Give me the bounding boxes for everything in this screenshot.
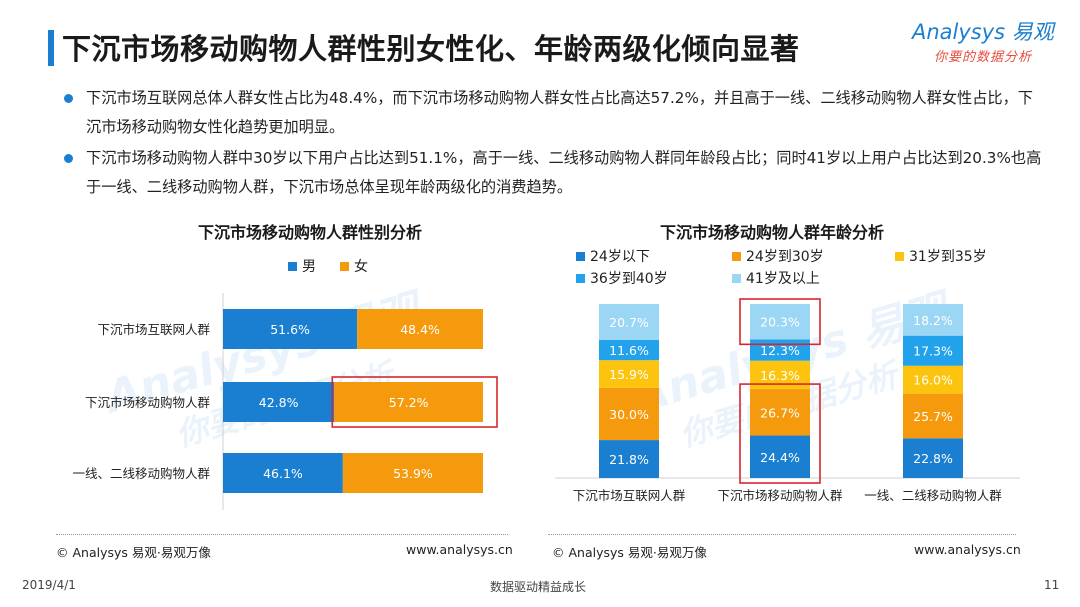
- legend-label: 男: [302, 259, 316, 275]
- highlight-box: [739, 383, 821, 484]
- analysys-logo: Analysys 易观 你要的数据分析: [912, 16, 1062, 72]
- legend-swatch: [340, 262, 349, 271]
- bar-segment: [334, 382, 483, 422]
- highlight-box: [331, 376, 498, 428]
- data-label: 22.8%: [913, 451, 953, 466]
- source-label-right: © Analysys 易观·易观万像: [552, 545, 707, 560]
- source-url-left: www.analysys.cn: [406, 542, 513, 557]
- data-label: 57.2%: [389, 395, 429, 410]
- bar-segment: [357, 309, 483, 349]
- bullet-dot-icon: [64, 154, 73, 163]
- legend-swatch: [732, 274, 741, 283]
- data-label: 42.8%: [259, 395, 299, 410]
- legend-label: 24岁以下: [590, 249, 650, 265]
- gender-chart-title: 下沉市场移动购物人群性别分析: [198, 223, 423, 242]
- data-label: 25.7%: [913, 409, 953, 424]
- bullet-item: 下沉市场移动购物人群中30岁以下用户占比达到51.1%，高于一线、二线移动购物人…: [64, 144, 1044, 202]
- data-label: 53.9%: [393, 466, 433, 481]
- bar-segment: [342, 453, 483, 493]
- logo-brand: Analysys 易观: [912, 20, 1054, 44]
- bar-segment: [903, 365, 963, 394]
- legend-swatch: [576, 274, 585, 283]
- bar-segment: [903, 335, 963, 366]
- data-label: 20.7%: [609, 315, 649, 330]
- data-label: 15.9%: [609, 367, 649, 382]
- bar-segment: [599, 340, 659, 361]
- data-label: 16.3%: [760, 368, 800, 383]
- category-label: 下沉市场互联网人群: [573, 488, 686, 503]
- title-accent-bar: [48, 30, 54, 66]
- data-label: 16.0%: [913, 373, 953, 388]
- data-label: 51.6%: [270, 322, 310, 337]
- data-label: 48.4%: [400, 322, 440, 337]
- report-date: 2019/4/1: [22, 578, 76, 592]
- highlight-box: [739, 298, 821, 346]
- bullet-item: 下沉市场互联网总体人群女性占比为48.4%，而下沉市场移动购物人群女性占比高达5…: [64, 84, 1044, 142]
- bar-segment: [599, 440, 659, 478]
- data-label: 46.1%: [263, 466, 303, 481]
- bar-segment: [223, 453, 343, 493]
- legend-swatch: [895, 252, 904, 261]
- legend-label: 36岁到40岁: [590, 271, 668, 287]
- logo-tagline: 你要的数据分析: [934, 50, 1033, 65]
- data-label: 21.8%: [609, 452, 649, 467]
- category-label: 下沉市场互联网人群: [97, 322, 210, 337]
- legend-label: 41岁及以上: [746, 271, 820, 287]
- source-label-left: © Analysys 易观·易观万像: [56, 545, 211, 560]
- legend-label: 24岁到30岁: [746, 249, 824, 265]
- footer-slogan: 数据驱动精益成长: [490, 580, 587, 594]
- bullet-dot-icon: [64, 94, 73, 103]
- legend-swatch: [288, 262, 297, 271]
- bar-segment: [599, 387, 659, 441]
- data-label: 12.3%: [760, 343, 800, 358]
- category-label: 一线、二线移动购物人群: [864, 488, 1002, 503]
- data-label: 17.3%: [913, 344, 953, 359]
- data-label: 20.3%: [760, 315, 800, 330]
- bar-segment: [903, 304, 963, 336]
- page-title: 下沉市场移动购物人群性别女性化、年龄两级化倾向显著: [62, 32, 800, 66]
- category-label: 下沉市场移动购物人群: [717, 488, 843, 503]
- bar-segment: [750, 304, 810, 340]
- bar-segment: [750, 389, 810, 436]
- page-number: 11: [1044, 578, 1060, 592]
- data-label: 18.2%: [913, 313, 953, 328]
- bar-segment: [223, 382, 335, 422]
- bar-segment: [599, 304, 659, 341]
- age-chart: 24岁以下 24岁到30岁 31岁到35岁 36岁到40岁 41岁及以上下沉市场互联网人…: [555, 249, 1020, 503]
- bar-segment: [599, 360, 659, 388]
- data-label: 24.4%: [760, 450, 800, 465]
- category-label: 一线、二线移动购物人群: [72, 466, 210, 481]
- bar-segment: [223, 309, 358, 349]
- source-url-right: www.analysys.cn: [914, 542, 1021, 557]
- legend-swatch: [576, 252, 585, 261]
- category-label: 下沉市场移动购物人群: [85, 395, 211, 410]
- age-chart-title: 下沉市场移动购物人群年龄分析: [660, 223, 885, 242]
- bar-segment: [903, 393, 963, 439]
- bullet-text: 下沉市场互联网总体人群女性占比为48.4%，而下沉市场移动购物人群女性占比高达5…: [86, 89, 1033, 136]
- footer-divider-left: [56, 534, 508, 535]
- legend-label: 女: [354, 258, 368, 275]
- bar-segment: [750, 435, 810, 478]
- summary-bullets: 下沉市场互联网总体人群女性占比为48.4%，而下沉市场移动购物人群女性占比高达5…: [64, 84, 1044, 204]
- footer-divider-right: [548, 534, 1016, 535]
- legend-label: 31岁到35岁: [909, 249, 987, 265]
- data-label: 11.6%: [609, 343, 649, 358]
- data-label: 26.7%: [760, 405, 800, 420]
- data-label: 30.0%: [609, 407, 649, 422]
- legend-swatch: [732, 252, 741, 261]
- bullet-text: 下沉市场移动购物人群中30岁以下用户占比达到51.1%，高于一线、二线移动购物人…: [86, 149, 1042, 196]
- bar-segment: [903, 438, 963, 478]
